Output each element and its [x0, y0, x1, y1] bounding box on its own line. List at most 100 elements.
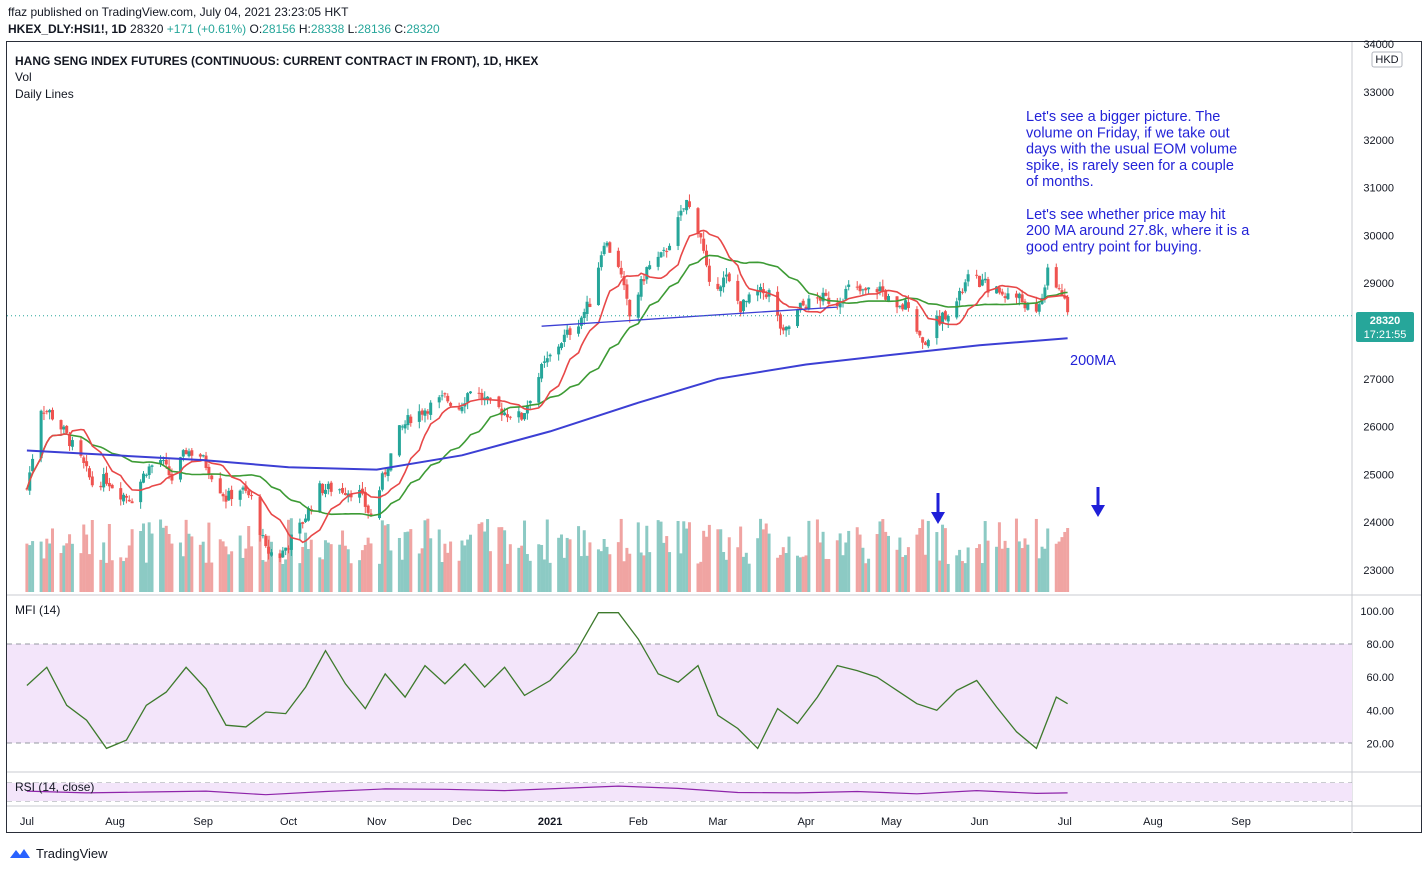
candle-body: [378, 490, 382, 519]
price-tick-label: 29000: [1363, 278, 1394, 290]
volume-arrow-may[interactable]: [931, 493, 945, 524]
volume-bar: [596, 549, 600, 592]
volume-bar: [204, 562, 208, 592]
volume-bar: [386, 524, 390, 592]
currency-badge[interactable]: [1371, 51, 1403, 68]
volume-bar: [343, 545, 347, 592]
volume-bar: [986, 540, 990, 592]
volume-bar: [867, 558, 871, 592]
volume-bar: [975, 548, 979, 592]
vol-legend[interactable]: Vol: [15, 70, 32, 84]
daily-lines-legend[interactable]: Daily Lines: [15, 87, 74, 101]
candle-body: [1054, 267, 1058, 288]
volume-bar: [449, 541, 453, 592]
candle-body: [341, 488, 345, 493]
candle-body: [480, 392, 484, 400]
candle-body: [486, 396, 490, 400]
volume-bar: [747, 563, 751, 592]
volume-bar: [349, 563, 353, 592]
ma200-label[interactable]: 200MA: [1070, 353, 1116, 369]
candle-body: [366, 505, 370, 513]
volume-bar: [923, 554, 927, 592]
volume-bar: [864, 563, 868, 592]
candle-body: [161, 460, 165, 462]
volume-bar: [960, 561, 964, 592]
volume-bar: [736, 547, 740, 592]
volume-bar: [284, 559, 288, 592]
candle-body: [380, 473, 384, 490]
volume-bar: [403, 532, 407, 592]
candle-body: [139, 481, 143, 503]
volume-bar: [744, 552, 748, 592]
candle-body: [707, 265, 711, 282]
candle-body: [449, 402, 453, 406]
candle-body: [915, 309, 919, 332]
volume-bar: [198, 544, 202, 592]
candle-body: [722, 277, 726, 288]
candle-body: [941, 312, 945, 324]
volume-bar: [1037, 558, 1041, 592]
volume-bar: [59, 553, 63, 592]
volume-bar: [1003, 540, 1007, 592]
candle-body: [523, 413, 527, 420]
volume-bar: [227, 554, 231, 592]
volume-arrow-july[interactable]: [1091, 487, 1105, 517]
candle-body: [59, 420, 63, 430]
mfi-legend[interactable]: MFI (14): [15, 603, 60, 617]
volume-bar: [250, 546, 254, 592]
candle-body: [741, 299, 745, 311]
price-tick-label: 26000: [1363, 422, 1394, 434]
volume-bar: [50, 528, 54, 592]
volume-bar: [585, 555, 589, 592]
volume-bar: [383, 525, 387, 592]
chart-frame[interactable]: [6, 41, 1422, 833]
volume-bar: [980, 563, 984, 592]
volume-bar: [287, 519, 291, 592]
volume-bar: [488, 551, 492, 592]
volume-bar: [545, 519, 549, 592]
volume-bar: [124, 557, 128, 592]
candle-body: [250, 495, 254, 497]
volume-bar: [724, 559, 728, 592]
volume-bar: [946, 563, 950, 592]
candle-body: [676, 217, 680, 246]
volume-bar: [838, 533, 842, 592]
rsi-legend[interactable]: RSI (14, close): [15, 780, 94, 794]
time-tick-label: Jun: [971, 816, 989, 828]
volume-bar: [881, 519, 885, 592]
candle-body: [198, 454, 202, 457]
candle-body: [150, 465, 154, 467]
candle-body: [1026, 303, 1030, 310]
candle-body: [65, 425, 69, 433]
tradingview-footer[interactable]: TradingView: [8, 845, 108, 861]
candle-body: [147, 466, 151, 476]
volume-bar: [210, 562, 214, 592]
volume-bar: [358, 560, 362, 592]
symbol-name[interactable]: HKEX_DLY:HSI1!, 1D: [8, 22, 127, 36]
candle-body: [85, 461, 89, 467]
time-tick-label: Nov: [367, 816, 387, 828]
candle-body: [210, 475, 214, 480]
volume-bar: [847, 530, 851, 592]
candle-body: [517, 411, 521, 418]
candle-body: [582, 312, 586, 319]
countdown-timer: 17:21:55: [1364, 329, 1407, 341]
volume-bar: [577, 526, 581, 592]
candle-body: [608, 242, 612, 253]
candle-body: [110, 484, 114, 489]
volume-bar: [645, 525, 649, 592]
candle-body: [167, 466, 171, 476]
volume-bar: [1066, 528, 1070, 592]
candle-body: [716, 283, 720, 290]
candle-body: [656, 256, 660, 267]
volume-bar: [821, 531, 825, 592]
candle-body: [963, 282, 967, 292]
volume-bar: [705, 536, 709, 592]
candle-body: [304, 518, 308, 522]
volume-bar: [486, 519, 490, 592]
candle-body: [440, 395, 444, 397]
candle-body: [801, 300, 805, 306]
candle-body: [218, 478, 222, 494]
